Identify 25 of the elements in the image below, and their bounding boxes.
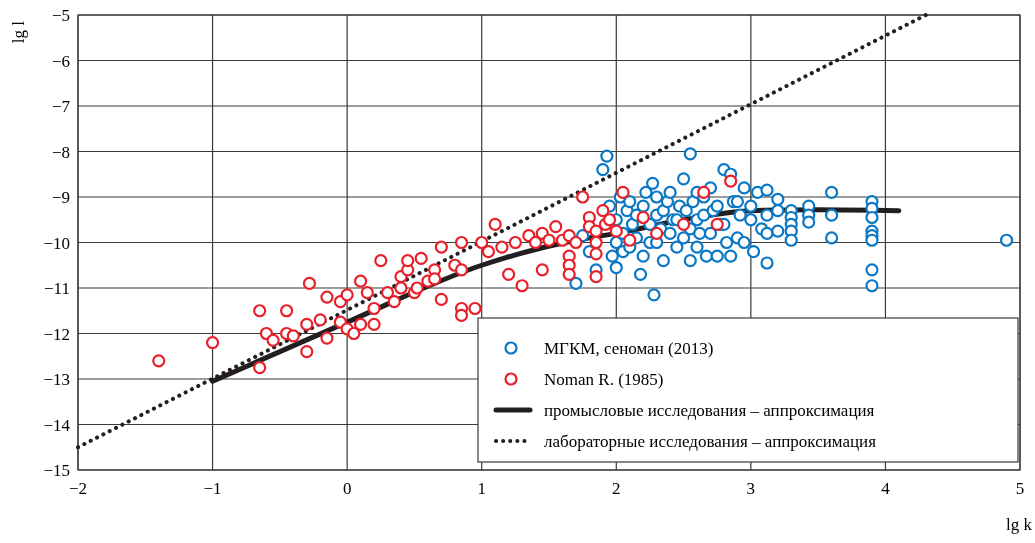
y-tick-label: −11 [44, 279, 70, 298]
y-tick-label: −6 [51, 51, 70, 71]
y-tick-label: −9 [51, 188, 70, 207]
legend-label: Noman R. (1985) [544, 370, 664, 389]
y-tick-label: −10 [43, 233, 70, 253]
x-tick-label: −1 [203, 479, 222, 498]
y-tick-label: −8 [51, 142, 70, 162]
x-tick-label: 5 [1015, 479, 1025, 498]
legend-label: МГКМ, сеноман (2013) [544, 339, 714, 358]
x-axis-title: lg k [1006, 515, 1033, 534]
y-tick-label: −14 [43, 415, 71, 435]
x-tick-label: 0 [342, 479, 352, 498]
y-axis-title: lg l [9, 20, 28, 44]
y-tick-label: −12 [43, 324, 70, 344]
x-tick-label: 4 [881, 479, 891, 498]
y-tick-label: −7 [51, 97, 71, 116]
legend-label: промысловые исследования – аппроксимация [544, 401, 875, 420]
y-tick-label: −13 [43, 370, 70, 389]
y-tick-label: −15 [43, 461, 70, 480]
legend-label: лабораторные исследования – аппроксимация [544, 432, 877, 451]
x-tick-label: 1 [477, 479, 486, 498]
x-tick-label: 3 [746, 479, 756, 498]
x-tick-label: −2 [68, 479, 88, 498]
x-tick-label: 2 [612, 479, 621, 498]
y-tick-label: −5 [51, 6, 70, 25]
